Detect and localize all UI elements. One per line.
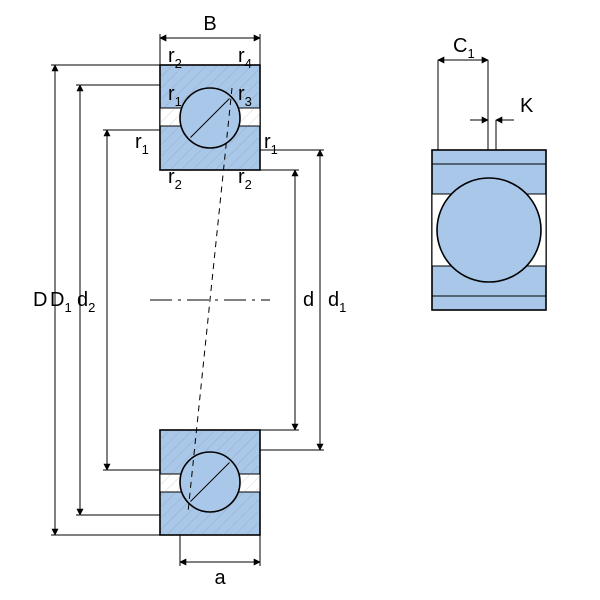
svg-text:r1: r1 bbox=[135, 131, 149, 157]
svg-text:C1: C1 bbox=[453, 35, 475, 61]
svg-text:d: d bbox=[303, 289, 314, 311]
svg-text:d1: d1 bbox=[328, 289, 346, 315]
bearing-technical-drawing: DD1d2dd1Bar2r4r1r3r1r1r2r2C1K bbox=[33, 13, 546, 589]
svg-text:D: D bbox=[33, 289, 47, 311]
svg-text:D1: D1 bbox=[50, 289, 72, 315]
svg-text:a: a bbox=[214, 567, 226, 589]
svg-text:r1: r1 bbox=[264, 131, 278, 157]
svg-text:B: B bbox=[203, 13, 216, 35]
svg-text:K: K bbox=[520, 95, 534, 117]
